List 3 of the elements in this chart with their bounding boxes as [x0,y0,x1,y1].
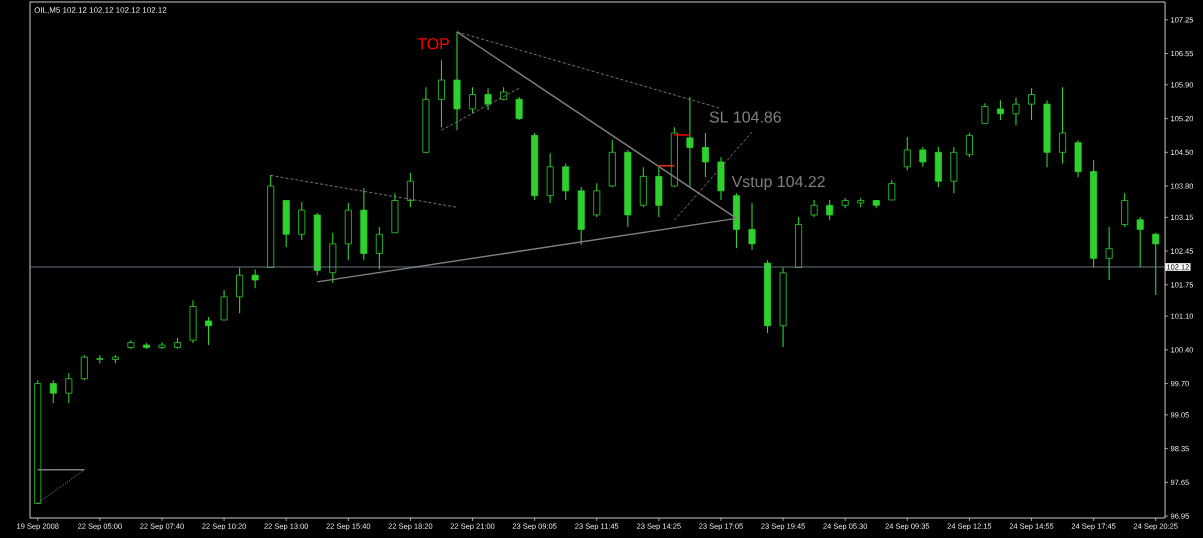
annotation: Vstup 104.22 [731,175,825,191]
annotation: SL 104.86 [709,111,781,123]
annotation: TOP [417,38,449,50]
